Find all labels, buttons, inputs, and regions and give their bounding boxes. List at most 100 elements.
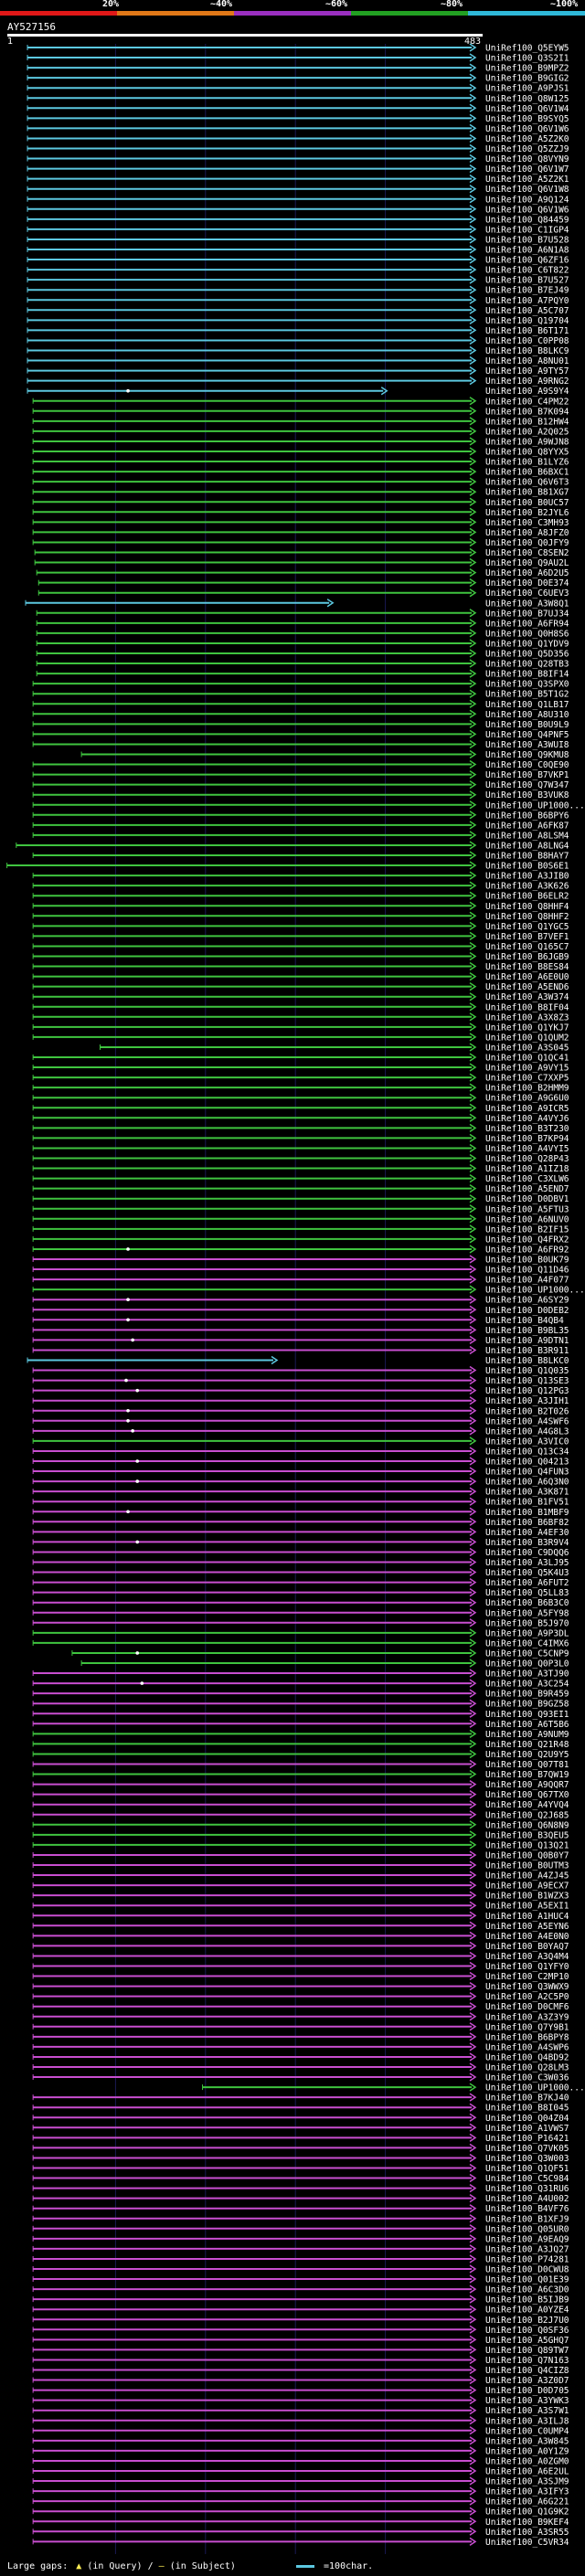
hit-label[interactable]: UniRef100_B9R459 — [485, 1690, 569, 1700]
hit-label[interactable]: UniRef100_Q6V1W8 — [485, 185, 569, 195]
hit-row[interactable]: UniRef100_A1HUC4 — [32, 1911, 569, 1922]
hit-label[interactable]: UniRef100_A4G8L3 — [485, 1426, 569, 1436]
hit-row[interactable]: UniRef100_B2JYL6 — [32, 507, 569, 518]
hit-row[interactable]: UniRef100_Q89TW7 — [32, 2345, 569, 2356]
hit-label[interactable]: UniRef100_Q67TX0 — [485, 1790, 569, 1800]
hit-row[interactable]: UniRef100_A0Y1Z9 — [32, 2446, 569, 2456]
hit-label[interactable]: UniRef100_Q1G9K2 — [485, 2507, 569, 2518]
hit-row[interactable]: UniRef100_Q13SE3 — [32, 1375, 569, 1386]
hit-label[interactable]: UniRef100_B7K094 — [485, 407, 569, 417]
hit-label[interactable]: UniRef100_B1XFJ9 — [485, 2214, 569, 2224]
hit-row[interactable]: UniRef100_Q93EI1 — [32, 1709, 569, 1720]
hit-label[interactable]: UniRef100_Q84459 — [485, 215, 569, 225]
hit-row[interactable]: UniRef100_Q4CIZ8 — [32, 2365, 569, 2376]
hit-label[interactable]: UniRef100_A3JIB0 — [485, 872, 569, 882]
hit-label[interactable]: UniRef100_Q6N8N9 — [485, 1820, 569, 1830]
hit-label[interactable]: UniRef100_A9ICR5 — [485, 1104, 569, 1114]
hit-label[interactable]: UniRef100_A1HUC4 — [485, 1912, 569, 1922]
hit-row[interactable]: UniRef100_Q28LM3 — [32, 2062, 569, 2073]
hit-label[interactable]: UniRef100_A4F077 — [485, 1276, 569, 1286]
hit-label[interactable]: UniRef100_A8LNG4 — [485, 841, 569, 851]
hit-row[interactable]: UniRef100_Q1YDV9 — [36, 639, 569, 649]
hit-label[interactable]: UniRef100_C0PP08 — [485, 336, 569, 346]
hit-row[interactable]: UniRef100_Q04213 — [32, 1457, 569, 1468]
hit-label[interactable]: UniRef100_Q28TB3 — [485, 660, 569, 670]
hit-label[interactable]: UniRef100_A4SWP6 — [485, 2042, 569, 2052]
hit-label[interactable]: UniRef100_B7KJ40 — [485, 2094, 569, 2104]
hit-label[interactable]: UniRef100_A8JFZ0 — [485, 528, 569, 538]
hit-label[interactable]: UniRef100_A4YVQ4 — [485, 1800, 569, 1810]
hit-row[interactable]: UniRef100_B8LKC9 — [27, 345, 569, 356]
hit-label[interactable]: UniRef100_Q21R48 — [485, 1740, 569, 1750]
hit-label[interactable]: UniRef100_Q2U9Y5 — [485, 1750, 569, 1760]
hit-label[interactable]: UniRef100_A3C254 — [485, 1680, 569, 1690]
hit-row[interactable]: UniRef100_B0YAQ7 — [32, 1941, 569, 1952]
hit-row[interactable]: UniRef100_Q21R48 — [32, 1739, 569, 1750]
hit-label[interactable]: UniRef100_Q8HHF2 — [485, 912, 569, 922]
hit-row[interactable]: UniRef100_B4QB4 — [32, 1315, 564, 1326]
hit-row[interactable]: UniRef100_Q5D356 — [36, 649, 569, 660]
hit-row[interactable]: UniRef100_C7XXP5 — [32, 1073, 569, 1084]
hit-row[interactable]: UniRef100_Q8VYN9 — [27, 154, 569, 164]
hit-label[interactable]: UniRef100_D0E374 — [485, 578, 569, 588]
hit-label[interactable]: UniRef100_B7VEF1 — [485, 932, 569, 942]
hit-row[interactable]: UniRef100_B81XG7 — [32, 487, 569, 498]
hit-label[interactable]: UniRef100_Q5EYW5 — [485, 44, 569, 54]
hit-label[interactable]: UniRef100_Q1LB17 — [485, 700, 569, 710]
hit-row[interactable]: UniRef100_Q6V1W6 — [27, 205, 569, 215]
hit-label[interactable]: UniRef100_Q13C34 — [485, 1447, 569, 1457]
hit-row[interactable]: UniRef100_C5VR34 — [32, 2537, 569, 2548]
hit-label[interactable]: UniRef100_Q8YYX5 — [485, 448, 569, 458]
hit-label[interactable]: UniRef100_Q8W125 — [485, 94, 569, 104]
hit-row[interactable]: UniRef100_B0UC57 — [32, 497, 569, 508]
hit-row[interactable]: UniRef100_Q5K4U3 — [32, 1567, 569, 1578]
hit-row[interactable]: UniRef100_Q7Y9B1 — [32, 2022, 569, 2032]
hit-label[interactable]: UniRef100_A3S045 — [485, 1043, 569, 1053]
hit-label[interactable]: UniRef100_Q07T81 — [485, 1760, 569, 1770]
hit-label[interactable]: UniRef100_A9PJS1 — [485, 84, 569, 94]
hit-row[interactable]: UniRef100_A1VWS7 — [32, 2123, 569, 2134]
hit-label[interactable]: UniRef100_A5GHQ7 — [485, 2336, 569, 2346]
hit-label[interactable]: UniRef100_A9NUM9 — [485, 1730, 569, 1740]
hit-label[interactable]: UniRef100_A3W845 — [485, 2436, 569, 2446]
hit-label[interactable]: UniRef100_A5EYN6 — [485, 1922, 569, 1932]
hit-row[interactable]: UniRef100_C0UMP4 — [32, 2426, 569, 2436]
hit-row[interactable]: UniRef100_Q19704 — [27, 315, 569, 326]
hit-row[interactable]: UniRef100_B9KEF4 — [32, 2517, 569, 2528]
hit-label[interactable]: UniRef100_Q8HHF4 — [485, 902, 569, 912]
hit-label[interactable]: UniRef100_B5T1G2 — [485, 690, 569, 700]
hit-row[interactable]: UniRef100_A4SWP6 — [32, 2042, 569, 2052]
hit-row[interactable]: UniRef100_B6BPY6 — [32, 811, 569, 821]
hit-label[interactable]: UniRef100_B4VF76 — [485, 2204, 569, 2214]
hit-row[interactable]: UniRef100_Q4PNF5 — [32, 729, 569, 740]
hit-label[interactable]: UniRef100_B7QW19 — [485, 1770, 569, 1780]
hit-row[interactable]: UniRef100_C9DQQ6 — [32, 1547, 569, 1558]
hit-row[interactable]: UniRef100_A6E2UL — [32, 2466, 569, 2477]
hit-label[interactable]: UniRef100_C4PM22 — [485, 397, 569, 407]
hit-row[interactable]: UniRef100_A5FY98 — [32, 1608, 569, 1618]
hit-row[interactable]: UniRef100_A9PJS1 — [27, 83, 569, 94]
hit-label[interactable]: UniRef100_Q12PG3 — [485, 1386, 569, 1396]
hit-row[interactable]: UniRef100_Q5LL83 — [32, 1588, 569, 1598]
hit-row[interactable]: UniRef100_C4PM22 — [32, 397, 569, 407]
hit-label[interactable]: UniRef100_B1WZX3 — [485, 1892, 569, 1902]
hit-label[interactable]: UniRef100_Q7W347 — [485, 780, 569, 790]
hit-row[interactable]: UniRef100_Q31RU6 — [32, 2183, 569, 2194]
hit-label[interactable]: UniRef100_B1FV51 — [485, 1498, 569, 1508]
hit-row[interactable]: UniRef100_B6ELR2 — [32, 891, 569, 902]
hit-label[interactable]: UniRef100_A6FK87 — [485, 821, 569, 831]
hit-row[interactable]: UniRef100_Q2J685 — [32, 1810, 569, 1820]
hit-row[interactable]: UniRef100_Q6V1W8 — [27, 185, 569, 195]
hit-label[interactable]: UniRef100_Q5ZZJ9 — [485, 144, 569, 154]
hit-row[interactable]: UniRef100_A4ZJ45 — [32, 1871, 569, 1882]
hit-row[interactable]: UniRef100_Q07T81 — [32, 1759, 569, 1770]
hit-label[interactable]: UniRef100_A9RNG2 — [485, 376, 569, 387]
hit-row[interactable]: UniRef100_A3TJ90 — [32, 1669, 569, 1680]
hit-label[interactable]: UniRef100_B3VUK8 — [485, 790, 569, 800]
hit-row[interactable]: UniRef100_B1FV51 — [32, 1497, 569, 1508]
hit-row[interactable]: UniRef100_A3SJM9 — [32, 2476, 569, 2487]
hit-row[interactable]: UniRef100_Q6V1W4 — [27, 103, 569, 114]
hit-row[interactable]: UniRef100_A4VYJ6 — [32, 1113, 569, 1124]
hit-row[interactable]: UniRef100_B0S6E1 — [6, 861, 569, 872]
hit-label[interactable]: UniRef100_B6ELR2 — [485, 892, 569, 902]
